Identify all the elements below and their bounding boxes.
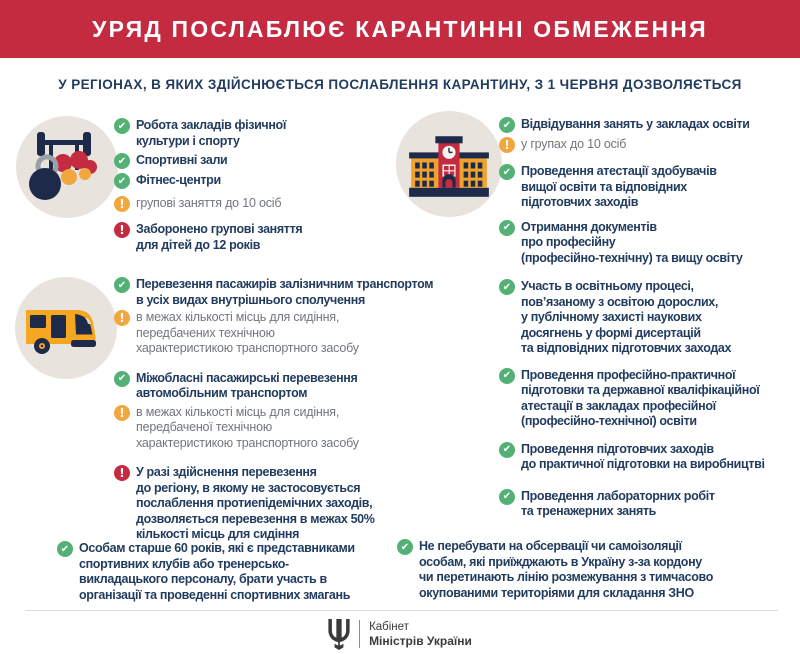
list-item: ! групові заняття до 10 осіб (114, 196, 444, 212)
item-text: Проведення підготовчих заходів до практи… (521, 441, 765, 472)
list-item: ! в межах кількості місць для сидіння, п… (114, 404, 474, 452)
item-text: Проведення професійно-практичної підгото… (521, 367, 760, 429)
item-text: Отримання документів про професійну (про… (521, 219, 743, 265)
check-icon: ✔ (499, 488, 515, 505)
list-item: ! Заборонено групові заняття для дітей д… (114, 222, 444, 253)
list-item: ✔ Відвідування занять у закладах освіти (499, 117, 799, 133)
check-icon: ✔ (499, 219, 515, 236)
item-text: у групах до 10 осіб (521, 137, 627, 151)
check-icon: ✔ (499, 367, 515, 384)
item-text: Відвідування занять у закладах освіти (521, 117, 750, 131)
check-icon: ✔ (499, 164, 515, 180)
check-icon: ✔ (114, 277, 130, 293)
check-icon: ✔ (114, 118, 130, 134)
list-item: ✔ Робота закладів фізичної культури і сп… (114, 118, 444, 149)
list-item: ✔ Проведення підготовчих заходів до прак… (499, 441, 799, 473)
item-text: Фітнес-центри (136, 173, 221, 187)
item-text: в межах кількості місць для сидіння, пер… (136, 310, 359, 355)
list-item: ✔ Проведення атестації здобувачів вищої … (499, 164, 799, 211)
item-text: Участь в освітньому процесі, пов’язаному… (521, 279, 732, 355)
list-item: ! У разі здійснення перевезення до регіо… (114, 465, 474, 543)
warning-icon: ! (114, 196, 130, 212)
list-item: ✔ Перевезення пасажирів залізничним тран… (114, 277, 474, 308)
item-text: Робота закладів фізичної культури і спор… (136, 118, 286, 148)
warning-icon: ! (114, 404, 130, 421)
section-transport: ✔ Перевезення пасажирів залізничним тран… (114, 277, 474, 543)
list-item: ✔ Проведення лабораторних робіт та трена… (499, 488, 799, 520)
list-item: ✔ Спортивні зали (114, 153, 444, 169)
note-sport-seniors: ✔ Особам старше 60 років, які є представ… (57, 541, 417, 603)
gym-equipment-icon (16, 116, 118, 218)
check-icon: ✔ (499, 279, 515, 295)
bus-icon (15, 277, 117, 379)
item-text: Не перебувати на обсервації чи самоізоля… (419, 539, 714, 600)
warning-icon: ! (114, 310, 130, 326)
footer-org-line1: Кабінет (369, 620, 409, 633)
item-text: Особам старше 60 років, які є представни… (79, 541, 355, 602)
list-item: ✔ Проведення професійно-практичної підго… (499, 367, 799, 430)
school-building-icon (396, 111, 502, 217)
footer-divider (25, 610, 778, 611)
list-item: ✔ Фітнес-центри (114, 173, 444, 189)
list-item: ✔ Особам старше 60 років, які є представ… (57, 541, 417, 603)
page-subtitle: У РЕГІОНАХ, В ЯКИХ ЗДІЙСНЮЄТЬСЯ ПОСЛАБЛЕ… (58, 77, 742, 92)
footer: Кабінет Міністрів України (0, 614, 800, 654)
check-icon: ✔ (397, 539, 413, 555)
footer-org: Кабінет Міністрів України (369, 621, 472, 648)
warning-icon: ! (499, 137, 515, 153)
check-icon: ✔ (114, 153, 130, 169)
list-item: ! в межах кількості місць для сидіння, п… (114, 310, 474, 357)
note-observation-exemption: ✔ Не перебувати на обсервації чи самоізо… (397, 539, 799, 601)
title-banner: УРЯД ПОСЛАБЛЮЄ КАРАНТИННІ ОБМЕЖЕННЯ (0, 0, 800, 58)
trident-icon (328, 618, 350, 650)
footer-org-line2: Міністрів України (369, 633, 472, 648)
item-text: Міжобласні пасажирські перевезення автом… (136, 370, 358, 401)
section-sport: ✔ Робота закладів фізичної культури і сп… (114, 118, 444, 253)
item-text: Проведення лабораторних робіт та тренаже… (521, 488, 715, 519)
forbidden-icon: ! (114, 465, 130, 481)
item-text: Проведення атестації здобувачів вищої ос… (521, 164, 717, 209)
list-item: ✔ Отримання документів про професійну (п… (499, 219, 799, 267)
item-text: У разі здійснення перевезення до регіону… (136, 465, 375, 541)
list-item: ✔ Участь в освітньому процесі, пов’язано… (499, 279, 799, 357)
check-icon: ✔ (114, 173, 130, 189)
item-text: в межах кількості місць для сидіння, пер… (136, 404, 359, 450)
page-title: УРЯД ПОСЛАБЛЮЄ КАРАНТИННІ ОБМЕЖЕННЯ (92, 15, 708, 42)
check-icon: ✔ (114, 370, 130, 387)
item-text: групові заняття до 10 осіб (136, 196, 282, 210)
item-text: Перевезення пасажирів залізничним трансп… (136, 277, 434, 307)
list-item: ! у групах до 10 осіб (499, 137, 799, 153)
check-icon: ✔ (57, 541, 73, 557)
footer-rule (359, 620, 361, 648)
list-item: ✔ Міжобласні пасажирські перевезення авт… (114, 370, 474, 402)
section-education: ✔ Відвідування занять у закладах освіти … (499, 117, 799, 520)
item-text: Заборонено групові заняття для дітей до … (136, 222, 303, 252)
forbidden-icon: ! (114, 222, 130, 238)
check-icon: ✔ (499, 117, 515, 133)
item-text: Спортивні зали (136, 153, 228, 167)
check-icon: ✔ (499, 441, 515, 458)
list-item: ✔ Не перебувати на обсервації чи самоізо… (397, 539, 799, 601)
